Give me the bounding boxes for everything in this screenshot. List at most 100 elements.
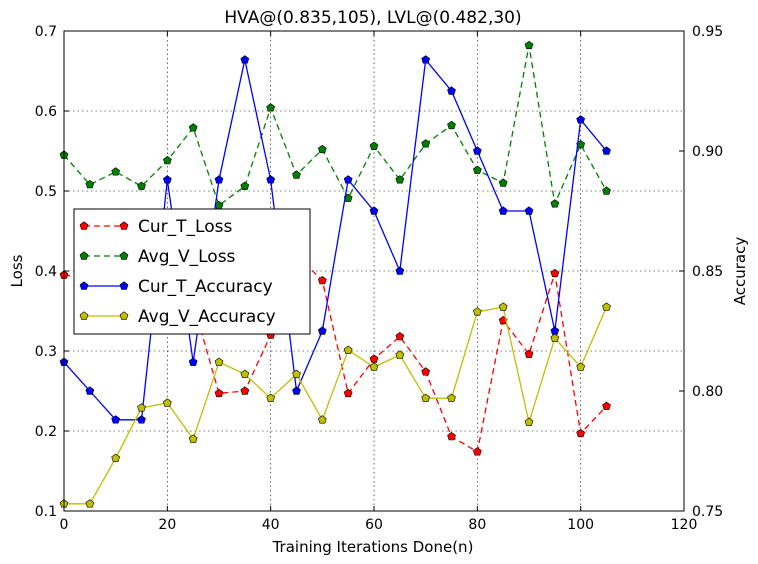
data-point: [162, 175, 172, 184]
legend-item: Cur_T_Accuracy: [79, 277, 273, 297]
data-point: [472, 165, 482, 174]
legend-marker: [79, 281, 89, 290]
data-point: [292, 369, 301, 378]
data-point: [188, 123, 198, 132]
legend-marker: [119, 221, 129, 230]
y-left-tick-label: 0.2: [35, 424, 57, 440]
data-point: [214, 357, 224, 366]
data-point: [472, 307, 482, 316]
data-point: [317, 276, 327, 285]
legend-marker: [79, 221, 89, 230]
y-left-tick-label: 0.3: [35, 344, 57, 360]
data-point: [421, 139, 431, 148]
data-point: [576, 362, 586, 371]
series-layer: [59, 40, 611, 508]
data-point: [240, 55, 250, 64]
data-point: [111, 415, 121, 424]
legend-item: Avg_V_Accuracy: [79, 307, 276, 327]
data-point: [369, 362, 379, 371]
series-cur-t-accuracy: [59, 55, 611, 424]
data-point: [317, 415, 327, 424]
data-point: [524, 206, 534, 215]
data-point: [447, 432, 456, 441]
data-point: [188, 434, 198, 443]
data-point: [602, 146, 611, 155]
x-axis-label: Training Iterations Done(n): [272, 538, 474, 556]
data-point: [498, 302, 508, 311]
x-tick-label: 20: [158, 517, 176, 533]
y-right-tick-label: 0.90: [692, 144, 723, 160]
data-point: [395, 266, 405, 275]
data-point: [550, 268, 560, 278]
x-tick-label: 60: [365, 517, 383, 533]
data-point: [162, 398, 172, 407]
data-point: [421, 393, 431, 402]
data-point: [602, 401, 611, 410]
data-point: [266, 103, 276, 112]
data-point: [421, 367, 431, 376]
data-point: [240, 181, 250, 190]
y-left-tick-label: 0.4: [35, 264, 57, 280]
data-point: [395, 175, 405, 184]
data-point: [214, 388, 224, 398]
data-point: [602, 302, 611, 311]
series-line: [63, 45, 608, 207]
y-right-tick-label: 0.75: [692, 504, 723, 520]
data-point: [317, 326, 327, 335]
data-point: [421, 55, 431, 64]
y-left-tick-label: 0.1: [35, 504, 57, 520]
y-axis-label-right: Accuracy: [731, 237, 749, 306]
y-left-tick-label: 0.5: [35, 184, 57, 200]
legend-marker: [79, 251, 89, 260]
y-left-tick-label: 0.7: [35, 24, 57, 40]
legend-marker: [119, 251, 129, 260]
legend-marker: [79, 311, 89, 320]
data-point: [576, 428, 586, 438]
chart-title: HVA@(0.835,105), LVL@(0.482,30): [224, 8, 521, 28]
legend-marker: [119, 311, 129, 320]
x-tick-label: 0: [60, 517, 69, 533]
y-right-tick-label: 0.95: [692, 24, 723, 40]
data-point: [266, 393, 276, 402]
data-point: [137, 403, 146, 412]
data-point: [395, 332, 405, 341]
data-point: [472, 447, 482, 456]
data-point: [524, 40, 534, 50]
y-left-tick-label: 0.6: [35, 104, 57, 120]
data-point: [214, 175, 224, 184]
data-point: [292, 386, 301, 395]
data-point: [498, 206, 508, 215]
legend-frame: [73, 208, 311, 335]
legend-item: Avg_V_Loss: [79, 247, 236, 267]
y-right-tick-label: 0.85: [692, 264, 723, 280]
data-point: [369, 206, 379, 215]
data-point: [602, 186, 611, 195]
legend-marker: [119, 281, 129, 290]
legend-item: Cur_T_Loss: [79, 217, 232, 237]
y-axis-label-left: Loss: [8, 254, 26, 287]
data-point: [292, 170, 301, 179]
series-line: [64, 306, 608, 505]
data-point: [395, 350, 405, 359]
data-point: [111, 453, 121, 462]
data-point: [524, 349, 534, 358]
y-right-tick-label: 0.80: [692, 384, 723, 400]
x-tick-label: 100: [567, 517, 594, 533]
data-point: [85, 180, 95, 189]
data-point: [576, 115, 586, 124]
data-point: [85, 386, 95, 395]
data-point: [240, 369, 250, 378]
data-point: [266, 175, 276, 184]
data-point: [137, 415, 146, 424]
x-tick-label: 120: [671, 517, 698, 533]
ticks: 0 20 40 60 80 100 120 0.1 0.2 0.3 0.4 0.5 0.6 0.7 0.75…: [35, 24, 723, 533]
series-avg-v-accuracy: [59, 302, 611, 508]
x-tick-label: 80: [468, 517, 486, 533]
data-point: [343, 345, 353, 354]
data-point: [343, 175, 353, 184]
data-point: [240, 386, 250, 395]
legend-label: Avg_V_Accuracy: [138, 307, 276, 327]
legend-label: Cur_T_Accuracy: [138, 277, 273, 297]
data-point: [137, 181, 146, 190]
